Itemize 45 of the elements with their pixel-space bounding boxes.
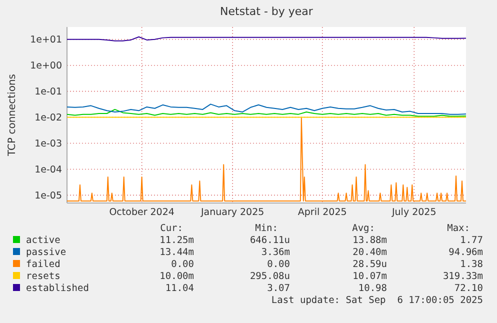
text: 1.77	[460, 235, 483, 246]
y-tick-label: 1e+01	[30, 34, 62, 46]
text: Avg:	[352, 223, 375, 234]
x-tick-label: January 2025	[200, 207, 264, 218]
y-tick-label: 1e-04	[34, 164, 62, 176]
chart-title: Netstat - by year	[220, 5, 314, 18]
x-tick-label: October 2024	[109, 207, 174, 218]
line-series	[66, 108, 466, 117]
text: 3.07	[267, 283, 290, 294]
text: 10.00m	[160, 271, 194, 282]
legend-label: resets	[26, 271, 60, 282]
text: 10.07m	[352, 271, 388, 282]
text: 1.38	[460, 259, 484, 270]
text: 3.36m	[261, 247, 290, 258]
x-tick-label: April 2025	[298, 207, 347, 218]
y-tick-label: 1e-01	[34, 86, 62, 98]
text: 13.44m	[160, 247, 194, 258]
text: 0.00	[267, 259, 290, 270]
y-tick-label: 1e-02	[34, 112, 62, 124]
legend-label: failed	[26, 259, 60, 270]
x-tick-label: July 2025	[390, 207, 436, 218]
y-axis-title: TCP connections	[7, 74, 18, 158]
text: 0.00	[171, 259, 194, 270]
y-tick-label: 1e+00	[30, 60, 62, 72]
y-tick-label: 1e-05	[34, 190, 62, 202]
text: 646.11u	[250, 235, 290, 246]
text: 72.10	[454, 283, 484, 294]
text: 11.04	[165, 283, 194, 294]
text: Cur:	[160, 223, 183, 234]
text: Min:	[255, 223, 278, 234]
y-tick-label: 1e-03	[34, 138, 62, 150]
text: 10.98	[358, 283, 388, 294]
line-series	[66, 104, 466, 115]
text: 20.40m	[352, 247, 388, 258]
legend-label: passive	[26, 247, 66, 258]
text: 11.25m	[160, 235, 194, 246]
legend-label: established	[26, 283, 89, 294]
text: 94.96m	[448, 247, 484, 258]
legend-label: active	[26, 235, 61, 246]
text: Max:	[447, 223, 470, 234]
text: 28.59u	[352, 259, 387, 270]
text: 295.08u	[250, 271, 290, 282]
text: 319.33m	[442, 271, 484, 282]
text: 13.88m	[352, 235, 388, 246]
text: Last update: Sat Sep 6 17:00:05 2025	[271, 295, 483, 306]
